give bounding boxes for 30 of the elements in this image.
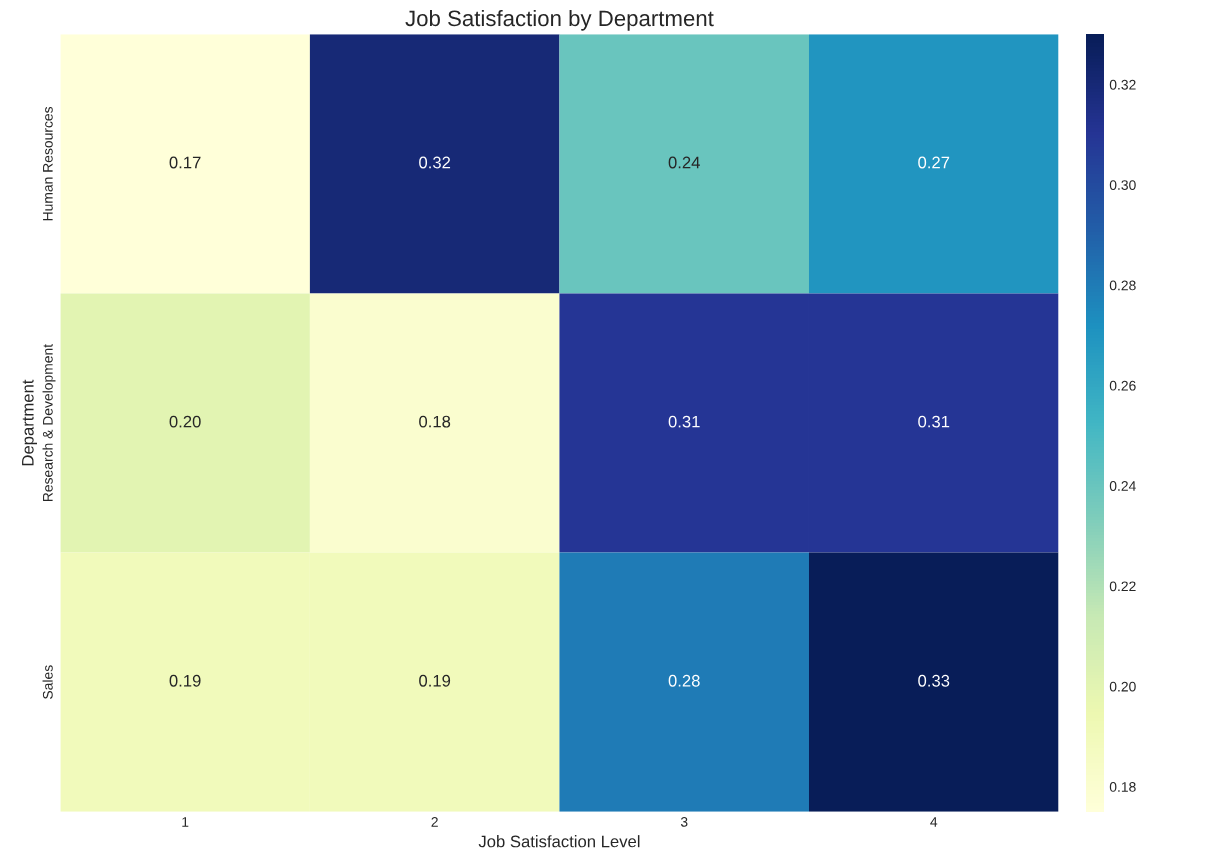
color-bar-label: 0.32 <box>1109 79 1136 90</box>
data-label: 0.31 <box>918 415 950 428</box>
x-axis-title: Job Satisfaction Level <box>478 835 640 848</box>
y-tick-label: Research & Development <box>42 344 56 502</box>
color-bar-label: 0.24 <box>1109 481 1136 491</box>
y-axis-title: Department <box>22 379 37 466</box>
color-bar-label: 0.22 <box>1109 581 1136 592</box>
x-tick-label: 1 <box>182 817 189 827</box>
y-tick-label: Human Resources <box>43 106 53 221</box>
color-bar-label: 0.30 <box>1109 180 1136 190</box>
color-bar-label: 0.20 <box>1109 681 1136 692</box>
data-label: 0.19 <box>419 674 451 687</box>
data-label: 0.32 <box>419 156 451 169</box>
x-tick-label: 2 <box>431 816 438 827</box>
data-label: 0.27 <box>918 156 950 169</box>
data-label: 0.19 <box>169 674 201 687</box>
color-bar-label: 0.28 <box>1109 280 1136 291</box>
data-label: 0.28 <box>668 674 700 687</box>
x-tick-label: 4 <box>930 817 938 827</box>
data-label: 0.17 <box>169 156 201 169</box>
data-label: 0.18 <box>419 415 451 428</box>
chart-title: Job Satisfaction by Department <box>405 9 714 31</box>
data-label: 0.33 <box>918 674 950 687</box>
color-bar-label: 0.18 <box>1109 782 1136 792</box>
color-bar-label: 0.26 <box>1109 380 1136 391</box>
data-label: 0.20 <box>169 415 201 428</box>
data-label: 0.31 <box>668 415 700 428</box>
y-tick-label: Sales <box>42 665 53 699</box>
data-label: 0.24 <box>668 156 700 169</box>
x-tick-label: 3 <box>680 816 688 827</box>
